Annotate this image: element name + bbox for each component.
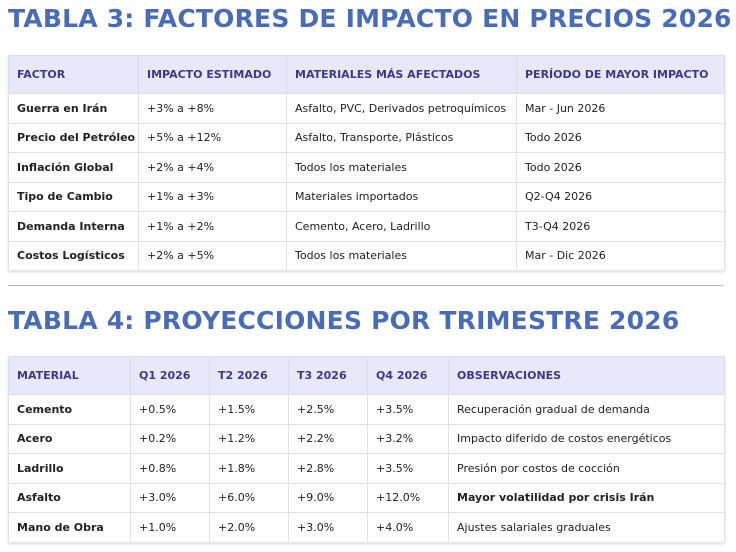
table-title: TABLA 3: FACTORES DE IMPACTO EN PRECIOS … <box>8 4 732 33</box>
table-row: Mano de Obra +1.0% +2.0% +3.0% +4.0% Ajustes … <box>8 512 725 543</box>
table-cell: +1% a +3% <box>138 181 287 212</box>
table-cell: +3.2% <box>367 423 449 454</box>
table-cell: Todos los materiales <box>286 152 517 183</box>
table-cell: Asfalto, PVC, Derivados petroquímicos <box>286 93 517 124</box>
header-cell: MATERIALES MÁS AFECTADOS <box>286 55 517 94</box>
table-cell: +6.0% <box>209 482 289 513</box>
separator <box>8 285 724 286</box>
table-cell: +3.0% <box>130 482 210 513</box>
table-cell: +2.2% <box>288 423 368 454</box>
table-row: Cemento +0.5% +1.5% +2.5% +3.5% Recuperación … <box>8 394 725 425</box>
table-head: MATERIAL Q1 2026 T2 2026 T3 2026 Q4 2026 OBSE… <box>8 356 725 395</box>
table-cell: +1.2% <box>209 423 289 454</box>
table-cell: +3% a +8% <box>138 93 287 124</box>
table-cell: Mar - Jun 2026 <box>516 93 725 124</box>
table-cell: Guerra en Irán <box>8 93 139 124</box>
header-cell: Q1 2026 <box>130 356 210 395</box>
table-cell: +1.8% <box>209 453 289 484</box>
table-row: Costos Logísticos +2% a +5% Todos los mate… <box>8 240 725 271</box>
table-cell: Tipo de Cambio <box>8 181 139 212</box>
header-cell: T3 2026 <box>288 356 368 395</box>
table-cell: +0.2% <box>130 423 210 454</box>
table-cell: Impacto diferido de costos energéticos <box>448 423 725 454</box>
table-row: Inflación Global +2% a +4% Todos los mater… <box>8 152 725 183</box>
table-cell: Mar - Dic 2026 <box>516 240 725 271</box>
table-cell: Cemento, Acero, Ladrillo <box>286 211 517 242</box>
table: FACTOR IMPACTO ESTIMADO MATERIALES MÁS AFE… <box>8 55 725 271</box>
table-cell: +1.0% <box>130 512 210 543</box>
table-cell: Demanda Interna <box>8 211 139 242</box>
table-cell: T3-Q4 2026 <box>516 211 725 242</box>
table-cell: +2.5% <box>288 394 368 425</box>
table-body: Cemento +0.5% +1.5% +2.5% +3.5% Recuperación … <box>8 394 725 543</box>
table-cell: +9.0% <box>288 482 368 513</box>
table-cell: +0.5% <box>130 394 210 425</box>
table-row: Precio del Petróleo +5% a +12% Asfalto, Tr… <box>8 122 725 153</box>
table-cell: +0.8% <box>130 453 210 484</box>
table-cell: +3.5% <box>367 453 449 484</box>
table-cell: +1% a +2% <box>138 211 287 242</box>
table-cell: +4.0% <box>367 512 449 543</box>
table-cell: Costos Logísticos <box>8 240 139 271</box>
header-cell: PERÍODO DE MAYOR IMPACTO <box>516 55 725 94</box>
header-cell: T2 2026 <box>209 356 289 395</box>
table-cell: +3.0% <box>288 512 368 543</box>
table-cell: Asfalto, Transporte, Plásticos <box>286 122 517 153</box>
table-cell: Ladrillo <box>8 453 131 484</box>
table-row: Ladrillo +0.8% +1.8% +2.8% +3.5% Presión por … <box>8 453 725 484</box>
table-cell: Mayor volatilidad por crisis Irán <box>448 482 725 513</box>
table-cell: Materiales importados <box>286 181 517 212</box>
header-row: MATERIAL Q1 2026 T2 2026 T3 2026 Q4 2026 OBSE… <box>8 356 725 395</box>
table-cell: Presión por costos de cocción <box>448 453 725 484</box>
table-cell: Mano de Obra <box>8 512 131 543</box>
table-row: Tipo de Cambio +1% a +3% Materiales import… <box>8 181 725 212</box>
table-cell: +3.5% <box>367 394 449 425</box>
table-row: Demanda Interna +1% a +2% Cemento, Acero, … <box>8 211 725 242</box>
table-cell: Cemento <box>8 394 131 425</box>
table-cell: Q2-Q4 2026 <box>516 181 725 212</box>
table: MATERIAL Q1 2026 T2 2026 T3 2026 Q4 2026 OBSE… <box>8 356 725 543</box>
header-row: FACTOR IMPACTO ESTIMADO MATERIALES MÁS AFE… <box>8 55 725 94</box>
table-cell: Asfalto <box>8 482 131 513</box>
table-head: FACTOR IMPACTO ESTIMADO MATERIALES MÁS AFE… <box>8 55 725 94</box>
header-cell: MATERIAL <box>8 356 131 395</box>
table-cell: +2% a +4% <box>138 152 287 183</box>
header-cell: Q4 2026 <box>367 356 449 395</box>
table-cell: +2.8% <box>288 453 368 484</box>
table-row: Acero +0.2% +1.2% +2.2% +3.2% Impacto diferid… <box>8 423 725 454</box>
header-cell: FACTOR <box>8 55 139 94</box>
table-cell: Acero <box>8 423 131 454</box>
table-cell: Ajustes salariales graduales <box>448 512 725 543</box>
table-row: Asfalto +3.0% +6.0% +9.0% +12.0% Mayor volati… <box>8 482 725 513</box>
table-cell: Inflación Global <box>8 152 139 183</box>
table-cell: Todos los materiales <box>286 240 517 271</box>
header-cell: IMPACTO ESTIMADO <box>138 55 287 94</box>
table-body: Guerra en Irán +3% a +8% Asfalto, PVC, Der… <box>8 93 725 271</box>
table-cell: Precio del Petróleo <box>8 122 139 153</box>
table-cell: +1.5% <box>209 394 289 425</box>
table-cell: +2% a +5% <box>138 240 287 271</box>
header-cell: OBSERVACIONES <box>448 356 725 395</box>
table-cell: Recuperación gradual de demanda <box>448 394 725 425</box>
table-cell: +2.0% <box>209 512 289 543</box>
table-row: Guerra en Irán +3% a +8% Asfalto, PVC, Der… <box>8 93 725 124</box>
table-cell: +12.0% <box>367 482 449 513</box>
table-cell: +5% a +12% <box>138 122 287 153</box>
table-cell: Todo 2026 <box>516 122 725 153</box>
table-title: TABLA 4: PROYECCIONES POR TRIMESTRE 2026 <box>8 306 680 335</box>
table-cell: Todo 2026 <box>516 152 725 183</box>
